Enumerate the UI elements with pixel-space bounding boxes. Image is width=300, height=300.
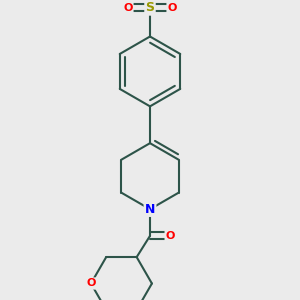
Text: O: O xyxy=(167,3,177,13)
Text: O: O xyxy=(86,278,96,289)
Text: O: O xyxy=(166,231,175,241)
Text: N: N xyxy=(145,203,155,216)
Text: O: O xyxy=(123,3,133,13)
Text: S: S xyxy=(146,2,154,14)
